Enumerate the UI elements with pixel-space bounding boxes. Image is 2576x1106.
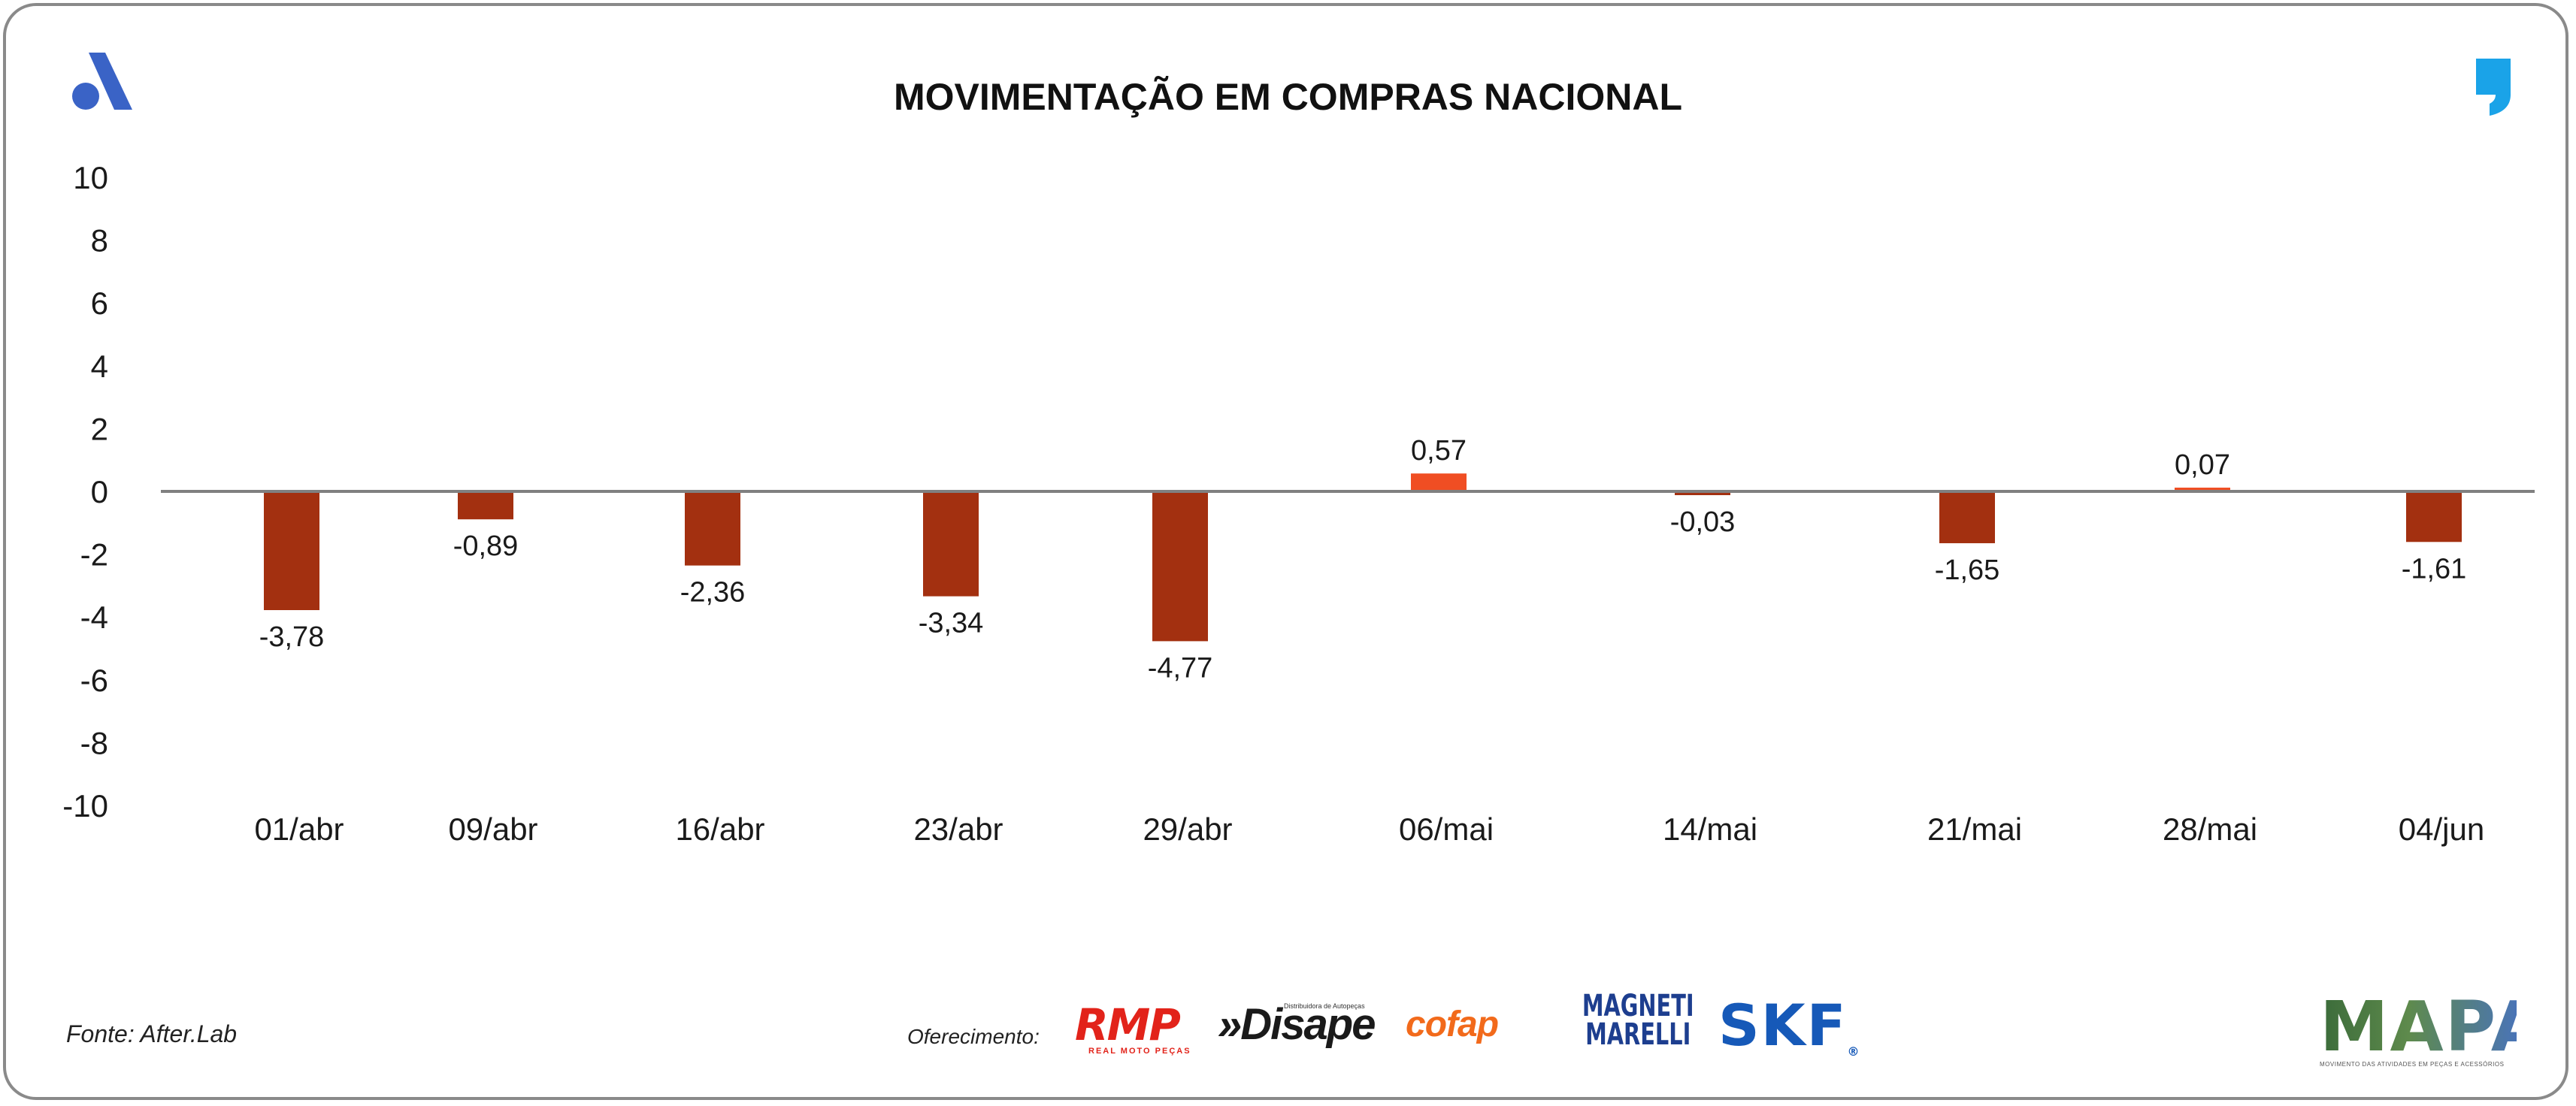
y-tick-label: 4 xyxy=(91,349,108,384)
cofap-logo-text: cofap xyxy=(1406,1005,1499,1044)
y-tick-label: -8 xyxy=(80,725,108,760)
disape-logo-text: »Disape xyxy=(1218,1000,1376,1049)
chart-title: MOVIMENTAÇÃO EM COMPRAS NACIONAL xyxy=(893,76,1683,118)
quote-mark-icon xyxy=(2476,59,2511,116)
mapa-logo-tagline: MOVIMENTO DAS ATIVIDADES EM PEÇAS E ACES… xyxy=(2320,1061,2505,1068)
data-label: -3,34 xyxy=(919,608,984,639)
skf-logo-text: SKF xyxy=(1718,992,1848,1059)
data-label: -2,36 xyxy=(680,577,746,609)
rmp-logo-tagline: REAL MOTO PEÇAS xyxy=(1088,1047,1191,1056)
disape-logo: Distribuidora de Autopeças »Disape xyxy=(1218,999,1376,1050)
data-label: -3,78 xyxy=(259,621,325,653)
y-tick-label: 8 xyxy=(91,223,108,258)
bar xyxy=(1675,491,1730,495)
y-tick-label: -2 xyxy=(80,537,108,573)
bar xyxy=(1152,491,1208,642)
data-label: 0,57 xyxy=(1411,435,1467,467)
cofap-logo: cofap xyxy=(1406,1004,1499,1045)
y-tick-label: -6 xyxy=(80,663,108,698)
source-note: Fonte: After.Lab xyxy=(66,1020,238,1047)
bar xyxy=(264,491,319,611)
magneti-logo-line2: MARELLI xyxy=(1585,1017,1691,1052)
bar xyxy=(923,491,979,597)
magneti-logo-line1: MAGNETI xyxy=(1582,989,1694,1023)
x-tick-label: 16/abr xyxy=(675,811,764,847)
skf-registered-mark: ® xyxy=(1847,1044,1860,1059)
rmp-logo: RMP REAL MOTO PEÇAS xyxy=(1075,999,1197,1056)
x-tick-label: 01/abr xyxy=(254,811,344,847)
data-label: -0,89 xyxy=(453,530,519,562)
x-tick-label: 21/mai xyxy=(1927,811,2022,847)
x-tick-label: 14/mai xyxy=(1663,811,1757,847)
bar xyxy=(1411,473,1467,491)
y-tick-label: 6 xyxy=(91,286,108,321)
rmp-logo-text: RMP xyxy=(1075,999,1181,1050)
bar xyxy=(2175,488,2230,491)
data-label: -1,65 xyxy=(1935,555,2000,586)
after-logo-icon xyxy=(72,53,132,110)
x-tick-label: 28/mai xyxy=(2163,811,2257,847)
data-label: -4,77 xyxy=(1148,652,1213,684)
x-tick-label: 04/jun xyxy=(2399,811,2484,847)
y-tick-label: -10 xyxy=(62,788,108,823)
skf-logo: SKF® xyxy=(1718,992,1860,1059)
bars-group xyxy=(264,473,2462,642)
y-tick-label: -4 xyxy=(80,600,108,635)
disape-logo-tagline: Distribuidora de Autopeças xyxy=(1284,1002,1365,1010)
y-axis: 10 8 6 4 2 0 -2 -4 -6 -8 -10 xyxy=(62,160,108,823)
data-label: -0,03 xyxy=(1670,506,1736,538)
magneti-marelli-logo: MAGNETI MARELLI xyxy=(1579,989,1697,1052)
x-axis: 01/abr 09/abr 16/abr 23/abr 29/abr 06/mai 14/m… xyxy=(254,811,2484,847)
y-tick-label: 2 xyxy=(91,411,108,446)
sponsor-label: Oferecimento: xyxy=(907,1025,1040,1048)
value-labels-group: -3,78 -0,89 -2,36 -3,34 -4,77 0,57 -0,03 -1,65 0… xyxy=(259,435,2467,684)
bar xyxy=(458,491,513,520)
bar xyxy=(1939,491,1995,543)
bar xyxy=(2406,491,2462,542)
y-tick-label: 10 xyxy=(73,160,108,195)
x-tick-label: 29/abr xyxy=(1143,811,1232,847)
x-tick-label: 23/abr xyxy=(913,811,1003,847)
mapa-logo-text: MAPA xyxy=(2320,987,2546,1067)
data-label: 0,07 xyxy=(2175,449,2230,481)
bar xyxy=(685,491,740,566)
y-tick-label: 0 xyxy=(91,474,108,509)
mapa-logo: MAPA MOVIMENTO DAS ATIVIDADES EM PEÇAS E… xyxy=(2320,987,2546,1068)
chart-frame xyxy=(3,3,2568,1100)
data-label: -1,61 xyxy=(2402,553,2467,585)
x-tick-label: 09/abr xyxy=(448,811,537,847)
x-tick-label: 06/mai xyxy=(1399,811,1494,847)
